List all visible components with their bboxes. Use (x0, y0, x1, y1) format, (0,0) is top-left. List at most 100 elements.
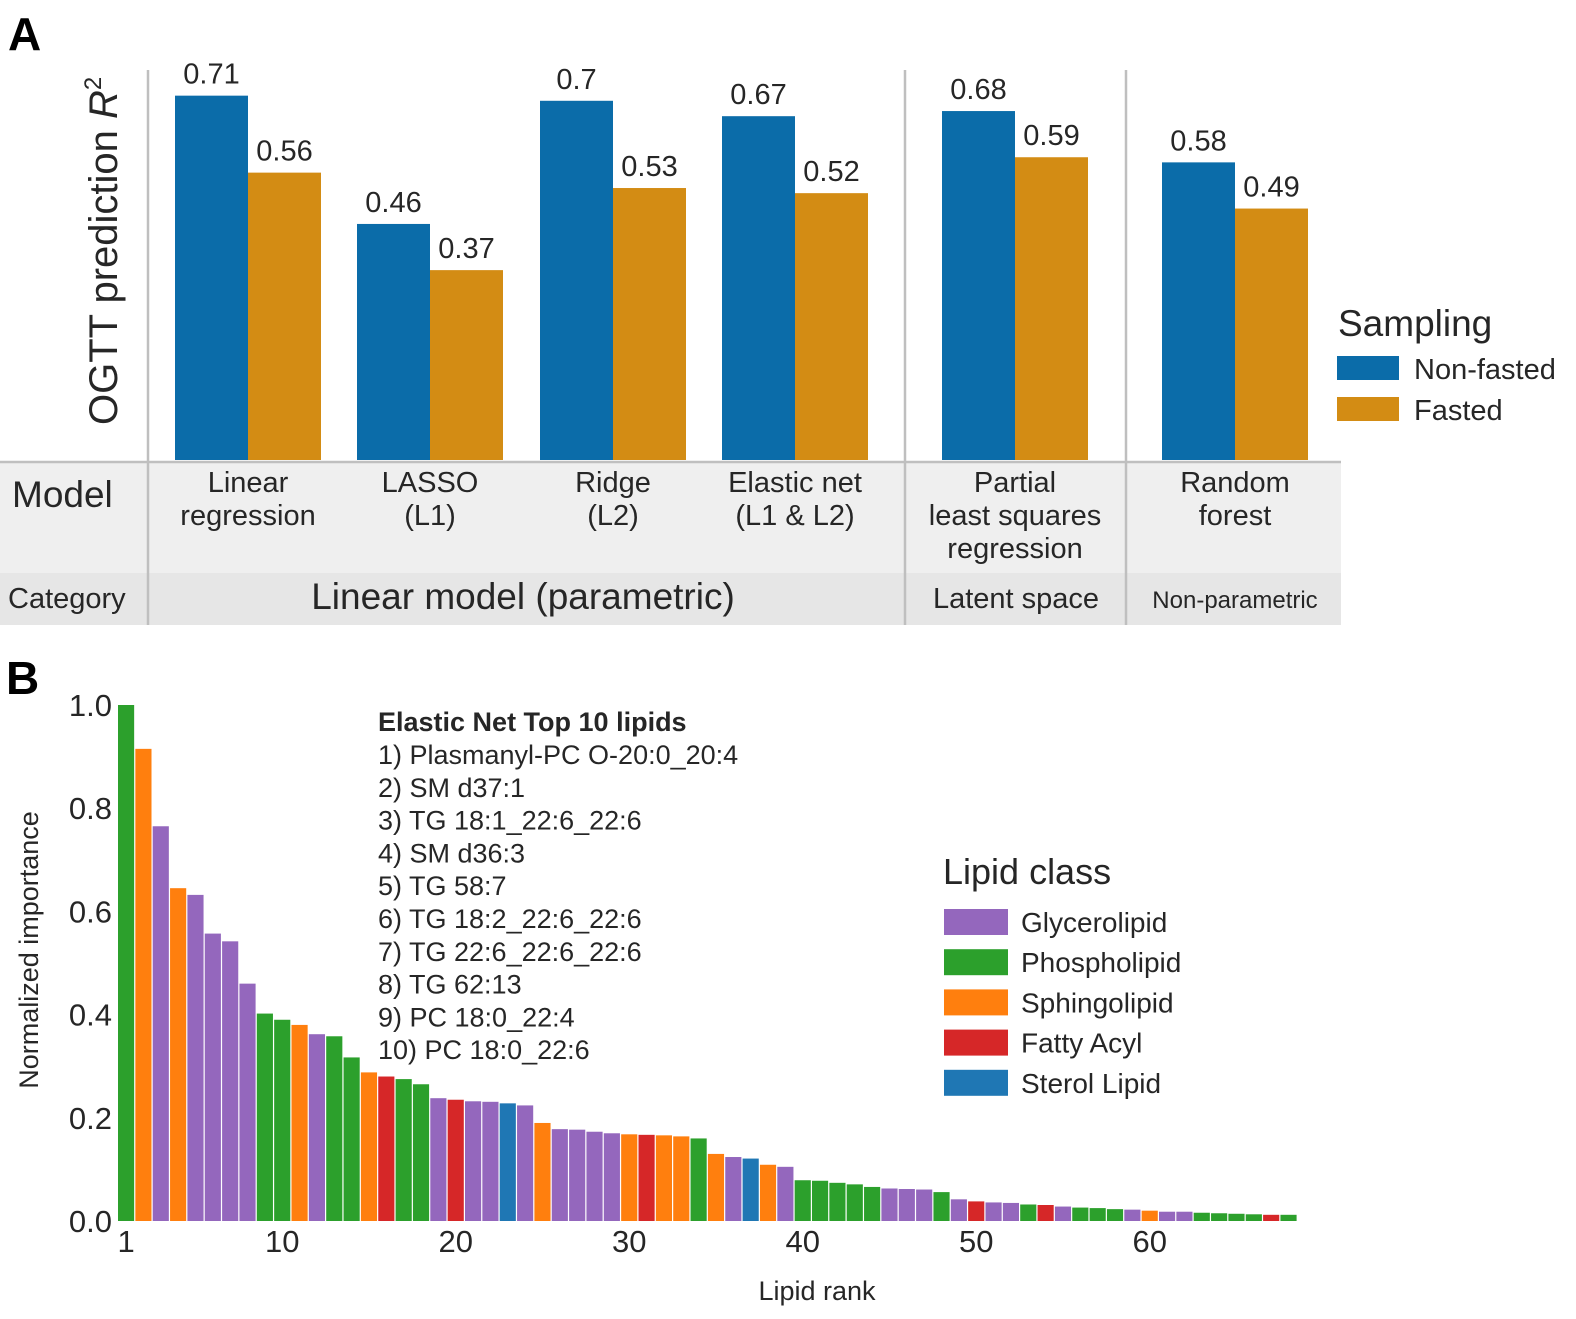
model-label-5-line-0: Random (1180, 467, 1290, 499)
importance-bar-20 (447, 1099, 464, 1221)
model-row-background (0, 463, 1341, 573)
importance-bar-21 (465, 1101, 482, 1221)
panel-a-category-labels: Linear model (parametric) Latent space Non… (311, 576, 1318, 617)
top-lipid-item-5: 5) TG 58:7 (378, 871, 507, 901)
importance-bar-46 (898, 1189, 915, 1221)
importance-bar-15 (360, 1072, 378, 1221)
importance-bar-44 (864, 1186, 881, 1221)
bar-fasted-0 (248, 172, 321, 460)
importance-bar-48 (933, 1192, 950, 1221)
panel-b-x-ticks: 1 10 20 30 40 50 60 (117, 1224, 1167, 1259)
importance-bar-1 (118, 705, 135, 1221)
value-label-non-fasted-4: 0.68 (950, 74, 1006, 106)
y-tick-3: 0.6 (69, 894, 112, 929)
importance-bar-45 (881, 1188, 898, 1221)
lipid-class-legend-title: Lipid class (943, 851, 1111, 892)
importance-bar-17 (395, 1079, 412, 1221)
model-label-1-line-0: LASSO (382, 467, 479, 499)
importance-bar-13 (326, 1036, 343, 1221)
importance-bar-35 (707, 1153, 725, 1221)
importance-bar-67 (1263, 1214, 1280, 1221)
importance-bar-16 (378, 1076, 395, 1221)
importance-bar-30 (621, 1134, 638, 1221)
sampling-legend-title: Sampling (1338, 303, 1492, 344)
bar-non-fasted-3 (722, 116, 795, 461)
x-tick-20: 20 (438, 1224, 472, 1259)
importance-bar-53 (1020, 1204, 1037, 1221)
category-label-0: Linear model (parametric) (311, 576, 735, 617)
panel-a-ylabel: OGTT prediction R2 (80, 77, 126, 425)
value-label-non-fasted-2: 0.7 (556, 64, 596, 96)
value-label-fasted-3: 0.52 (803, 156, 859, 188)
legend-swatch-sterol-lipid (944, 1069, 1008, 1096)
panel-a-label: A (8, 8, 41, 60)
importance-bar-38 (759, 1164, 777, 1221)
model-label-4-line-2: regression (947, 533, 1082, 565)
importance-bar-55 (1054, 1206, 1072, 1221)
model-row-label: Model (12, 474, 113, 515)
bar-fasted-1 (430, 270, 503, 460)
top-lipid-item-3: 3) TG 18:1_22:6_22:6 (378, 806, 642, 836)
bar-fasted-5 (1235, 208, 1308, 460)
legend-swatch-fasted (1337, 397, 1399, 421)
panel-b-ylabel: Normalized importance (14, 811, 44, 1089)
panel-a-model-labels: LinearregressionLASSO(L1)Ridge(L2)Elasti… (180, 467, 1290, 565)
importance-bar-52 (1002, 1202, 1019, 1221)
model-label-5-line-1: forest (1199, 500, 1272, 532)
legend-swatch-phospholipid (944, 949, 1008, 976)
importance-bar-12 (308, 1034, 325, 1221)
model-label-1-line-1: (L1) (404, 500, 456, 532)
value-label-non-fasted-1: 0.46 (365, 187, 421, 219)
value-label-non-fasted-0: 0.71 (183, 59, 239, 91)
bar-non-fasted-4 (942, 111, 1015, 460)
importance-bar-2 (135, 748, 152, 1221)
importance-bar-36 (725, 1157, 742, 1221)
top-lipid-item-1: 1) Plasmanyl-PC O-20:0_20:4 (378, 740, 738, 770)
lipid-class-legend: Lipid class Glycerolipid Phospholipid Sphi… (943, 851, 1181, 1099)
y-tick-4: 0.8 (69, 791, 112, 826)
top-lipid-item-8: 8) TG 62:13 (378, 970, 522, 1000)
importance-bar-60 (1141, 1210, 1158, 1221)
importance-bar-68 (1280, 1214, 1297, 1221)
legend-label-fasted: Fasted (1414, 395, 1503, 427)
legend-label-sphingolipid: Sphingolipid (1021, 987, 1174, 1018)
bar-non-fasted-0 (175, 95, 248, 460)
x-tick-10: 10 (265, 1224, 299, 1259)
importance-bar-29 (603, 1133, 620, 1221)
importance-bar-14 (343, 1057, 360, 1221)
legend-swatch-non-fasted (1337, 356, 1399, 380)
category-label-2: Non-parametric (1152, 587, 1317, 614)
top-lipid-item-7: 7) TG 22:6_22:6_22:6 (378, 937, 642, 967)
importance-bar-47 (916, 1189, 933, 1221)
importance-bar-56 (1072, 1207, 1089, 1221)
importance-bar-24 (517, 1105, 534, 1221)
bar-fasted-3 (795, 193, 868, 460)
importance-bar-6 (204, 933, 221, 1221)
value-label-fasted-4: 0.59 (1023, 120, 1079, 152)
importance-bar-27 (569, 1129, 586, 1221)
sampling-legend: Sampling Non-fasted Fasted (1337, 303, 1556, 427)
importance-bar-54 (1037, 1205, 1054, 1221)
legend-label-glycerolipid: Glycerolipid (1021, 907, 1167, 938)
importance-bar-32 (655, 1135, 672, 1221)
value-label-fasted-0: 0.56 (256, 136, 312, 168)
model-label-3-line-0: Elastic net (728, 467, 862, 499)
x-tick-40: 40 (785, 1224, 819, 1259)
importance-bar-8 (239, 983, 256, 1221)
panel-a: A OGTT prediction R2 Model Category 0.71… (0, 8, 1556, 625)
importance-bar-49 (950, 1199, 967, 1221)
importance-bar-4 (170, 888, 187, 1221)
importance-bar-22 (482, 1101, 499, 1221)
legend-label-fatty-acyl: Fatty Acyl (1021, 1028, 1142, 1059)
importance-bar-11 (291, 1024, 308, 1221)
category-label-1: Latent space (933, 583, 1099, 615)
panel-b-xlabel: Lipid rank (758, 1276, 876, 1306)
top-lipid-item-2: 2) SM d37:1 (378, 773, 525, 803)
importance-bar-59 (1124, 1209, 1141, 1221)
legend-label-non-fasted: Non-fasted (1414, 354, 1556, 386)
importance-bar-61 (1159, 1211, 1176, 1221)
importance-bar-5 (187, 894, 204, 1221)
importance-bar-31 (638, 1134, 655, 1221)
importance-bar-41 (812, 1180, 829, 1221)
